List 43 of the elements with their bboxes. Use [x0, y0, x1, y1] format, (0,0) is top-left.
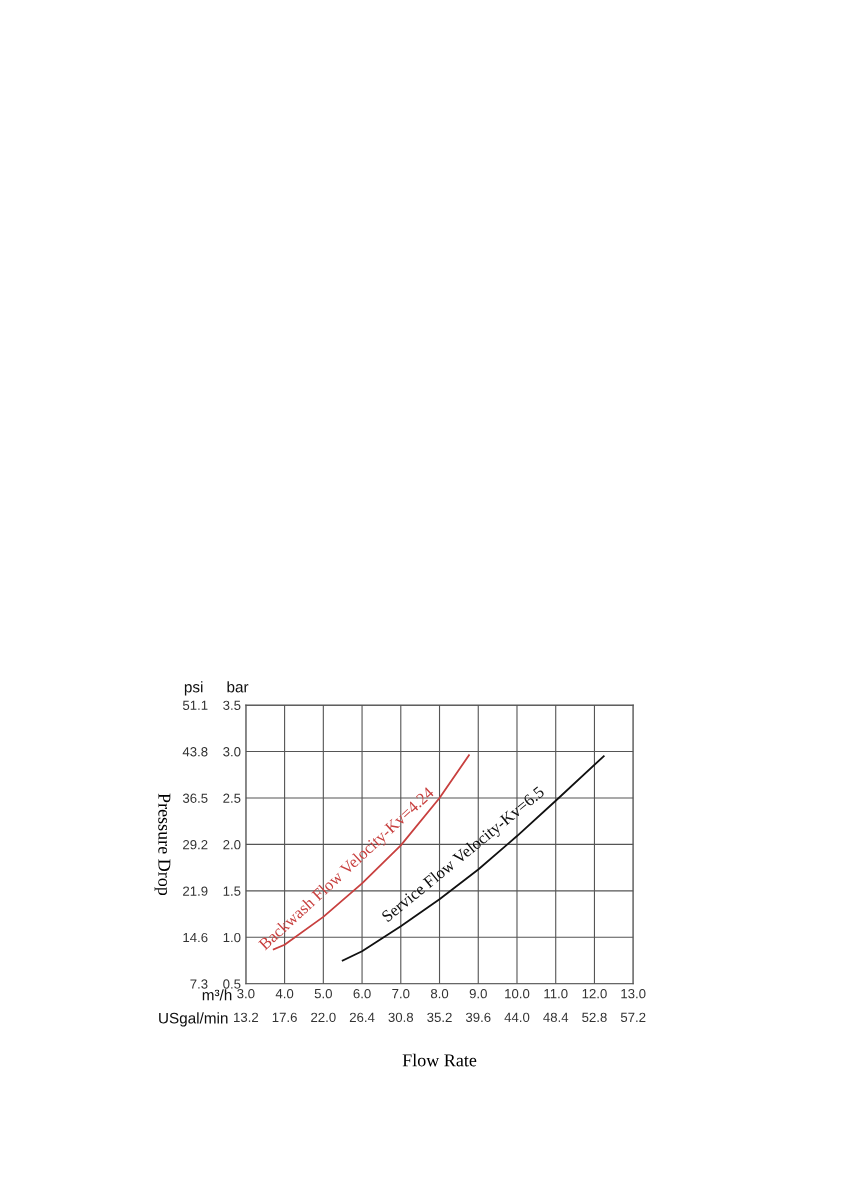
y2-tick-label: 0.5 [223, 979, 241, 989]
y-tick-label: 29.2 [183, 839, 208, 850]
x-tick-label: 3.0 [237, 988, 255, 999]
y-axis-title: Pressure Drop [154, 793, 171, 896]
y-tick-label: 43.8 [182, 747, 208, 757]
text: USgal/min [159, 1012, 228, 1027]
x-tick-label: 12.0 [582, 988, 607, 999]
y-tick-label: 36.5 [182, 793, 208, 803]
text: m³/h [202, 989, 232, 1001]
x-tick-label: 13.0 [621, 988, 646, 999]
x-tick-label: 11.0 [544, 988, 568, 999]
x2-tick-label: 30.8 [388, 1012, 414, 1023]
y2-tick-label: 3.5 [223, 700, 241, 710]
x-tick-label: 8.0 [430, 988, 449, 999]
y-tick-label: 14.6 [183, 932, 208, 943]
y2-tick-label: 2.0 [223, 839, 241, 850]
x2-tick-label: 52.8 [582, 1012, 607, 1023]
x2-tick-label: 57.2 [620, 1012, 646, 1023]
x2-tick-label: 44.0 [504, 1012, 530, 1023]
x-tick-label: 7.0 [392, 988, 410, 999]
x2-tick-label: 26.4 [349, 1012, 375, 1023]
x-tick-label: 9.0 [469, 988, 487, 999]
x-tick-label: 5.0 [314, 988, 332, 999]
y-tick-label: 7.3 [190, 979, 208, 989]
y2-tick-label: 1.0 [223, 932, 241, 943]
x2-tick-label: 48.4 [543, 1012, 569, 1023]
line-series [341, 755, 605, 962]
x-axis-title: Flow Rate [402, 1053, 477, 1067]
x2-tick-label: 13.2 [234, 1012, 259, 1023]
y2-tick-label: 3.0 [223, 747, 241, 757]
y2-tick-label: 2.5 [223, 793, 241, 803]
text: psi [184, 681, 203, 696]
x2-tick-label: 17.6 [272, 1012, 297, 1023]
y-tick-label: 21.9 [183, 886, 208, 896]
y-tick-label: 51.1 [182, 700, 208, 710]
y2-tick-label: 1.5 [223, 886, 241, 896]
x2-tick-label: 22.0 [311, 1012, 336, 1023]
x-tick-label: 6.0 [353, 988, 371, 999]
x2-tick-label: 35.2 [427, 1012, 452, 1023]
x2-tick-label: 39.6 [465, 1012, 491, 1023]
text: bar [227, 681, 249, 693]
x-tick-label: 10.0 [505, 988, 530, 999]
x-tick-label: 4.0 [275, 988, 294, 999]
